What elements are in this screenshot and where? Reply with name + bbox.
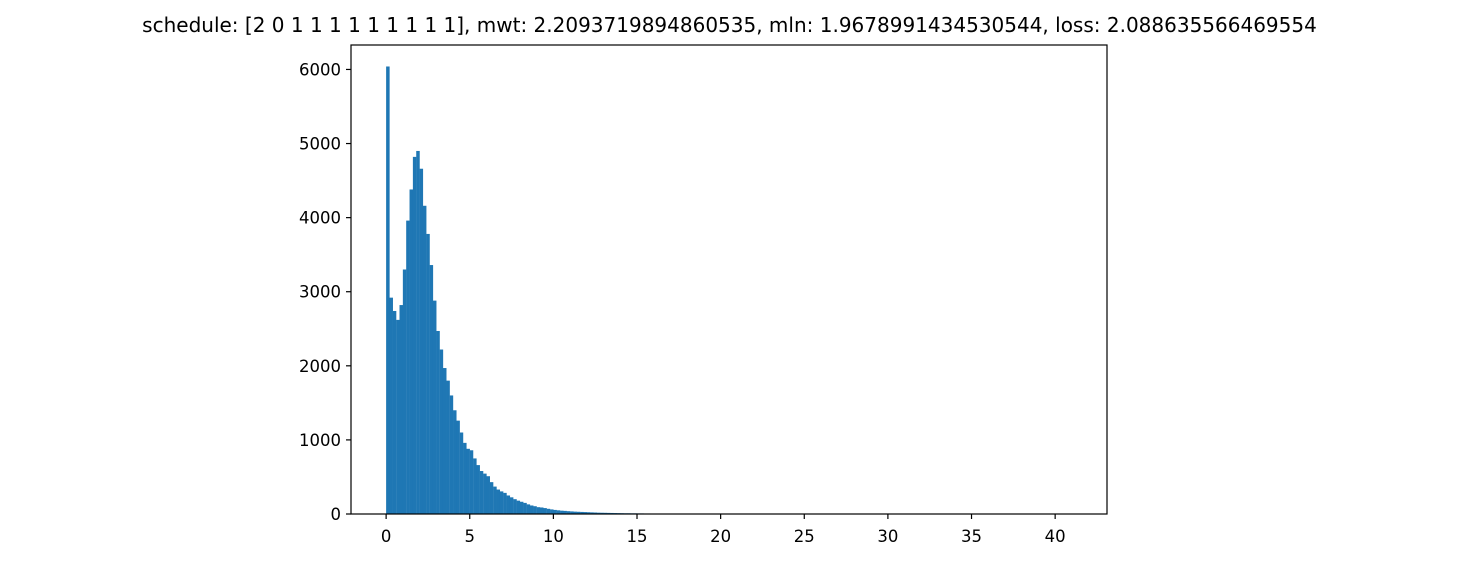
histogram-bar [583, 512, 587, 514]
x-tick-label: 0 [381, 527, 392, 546]
histogram-bar [436, 330, 440, 514]
histogram-bar [446, 380, 450, 514]
y-tick-label: 0 [331, 505, 342, 524]
histogram-bar [479, 471, 484, 514]
histogram-bar [416, 150, 420, 514]
histogram-bar [463, 442, 467, 514]
histogram-bar [596, 512, 601, 514]
histogram-bar [566, 511, 571, 514]
histogram-bar [396, 319, 400, 514]
histogram-bar [406, 220, 410, 514]
histogram-bar [553, 509, 557, 514]
y-tick-label: 6000 [299, 60, 341, 79]
plot-frame [350, 44, 1108, 515]
histogram-bar [546, 508, 551, 514]
x-tick-label: 20 [710, 527, 731, 546]
x-tick-label: 25 [794, 527, 815, 546]
histogram-bar [409, 189, 414, 515]
histogram-bar [426, 233, 430, 514]
histogram-bar [422, 205, 427, 514]
x-tick-label: 15 [627, 527, 648, 546]
x-tick-label: 30 [877, 527, 898, 546]
histogram-bar [483, 473, 487, 514]
x-tick-label: 35 [961, 527, 982, 546]
histogram-bar [513, 499, 517, 514]
histogram-bar [519, 501, 524, 514]
histogram-bar [486, 476, 490, 514]
histogram-bar [469, 450, 474, 514]
histogram-bar [496, 489, 501, 514]
histogram-bar [493, 486, 497, 514]
axes-layer: 0 5 10 15 20 25 30 35 40 0 1000 2000 3000 4000 5000 600… [299, 44, 1108, 546]
histogram-bar [576, 511, 581, 514]
histogram-bar [526, 504, 531, 514]
x-tick-label: 40 [1045, 527, 1066, 546]
bars-layer [386, 66, 1056, 515]
y-tick-label: 2000 [299, 357, 341, 376]
y-tick-label: 5000 [299, 135, 341, 154]
histogram-bar [536, 507, 541, 514]
histogram-bar [570, 511, 574, 514]
histogram-bar [540, 507, 544, 514]
histogram-bar [590, 512, 594, 514]
histogram-bar [466, 448, 470, 514]
histogram-bar [516, 500, 521, 514]
histogram-bar [459, 432, 464, 514]
histogram-bar [432, 300, 437, 514]
histogram-bar [453, 410, 457, 514]
y-tick-label: 1000 [299, 431, 341, 450]
y-tick-label: 3000 [299, 283, 341, 302]
histogram-bar [489, 482, 494, 514]
x-tick-label: 5 [465, 527, 476, 546]
histogram-bar [399, 305, 403, 514]
histogram-bar [442, 368, 447, 514]
histogram-bar [509, 497, 514, 514]
histogram-bar [506, 495, 511, 514]
histogram-bar [573, 511, 577, 514]
y-tick-label: 4000 [299, 209, 341, 228]
x-tick-label: 10 [543, 527, 564, 546]
histogram-bar [439, 349, 444, 514]
histogram-bar [529, 505, 534, 514]
histogram-bar [392, 310, 397, 514]
histogram-bar [476, 465, 480, 514]
histogram-bar [543, 508, 547, 514]
histogram-bar [429, 265, 434, 514]
histogram-bar [449, 395, 454, 514]
histogram-bar [600, 512, 604, 514]
histogram-bar [580, 511, 584, 514]
histogram-bar [593, 512, 598, 514]
histogram-bar [523, 502, 527, 514]
histogram-bar [563, 510, 567, 514]
histogram-bar [560, 510, 564, 514]
histogram-bar [473, 458, 477, 514]
chart-title: schedule: [2 0 1 1 1 1 1 1 1 1 1], mwt: … [142, 13, 1317, 37]
histogram-bar [586, 512, 591, 514]
histogram-bar [550, 509, 554, 514]
histogram-bar [503, 492, 507, 514]
histogram-bar [533, 506, 537, 514]
histogram-bar [456, 420, 460, 514]
histogram-bar [386, 66, 390, 515]
histogram-bar [556, 510, 561, 514]
histogram-bar [402, 269, 407, 514]
histogram-bar [412, 156, 417, 514]
histogram-bar [419, 168, 424, 515]
histogram-bar [499, 491, 504, 514]
histogram-bar [389, 297, 393, 514]
